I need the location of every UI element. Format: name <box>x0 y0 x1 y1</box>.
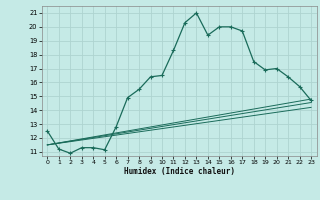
X-axis label: Humidex (Indice chaleur): Humidex (Indice chaleur) <box>124 167 235 176</box>
